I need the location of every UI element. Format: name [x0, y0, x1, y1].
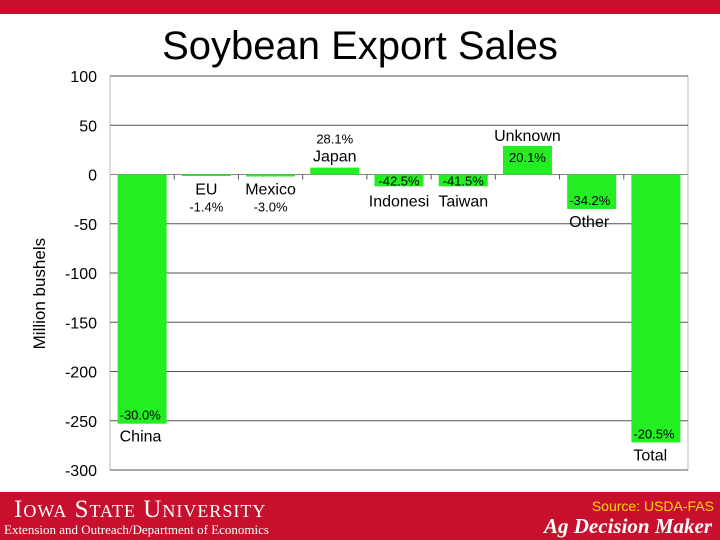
y-tick-label: -200	[65, 365, 97, 382]
category-label: Indonesi	[369, 193, 430, 210]
y-tick-label: -100	[65, 266, 97, 283]
source-note: Source: USDA-FAS	[591, 498, 714, 514]
y-tick-label: -300	[65, 463, 97, 480]
bar-mexico	[246, 174, 296, 177]
bar-eu	[181, 174, 231, 176]
top-accent-bar	[0, 0, 720, 14]
y-tick-label: 0	[88, 168, 97, 185]
bar-china	[117, 174, 167, 424]
university-logo: Iowa State University	[14, 496, 267, 523]
data-label: -34.2%	[569, 193, 611, 208]
category-label: Unknown	[494, 128, 561, 145]
data-label: -42.5%	[378, 173, 420, 188]
brand-logo: Ag Decision Maker	[544, 514, 712, 538]
bar-unknown	[502, 145, 552, 175]
data-label: -30.0%	[120, 408, 162, 423]
y-tick-label: -50	[74, 217, 97, 234]
category-label: EU	[195, 182, 217, 199]
category-label: Other	[569, 214, 610, 231]
bar-other	[567, 174, 617, 209]
category-label: Japan	[313, 149, 357, 166]
footer-bar: Iowa State University Extension and Outr…	[0, 492, 720, 540]
category-label: Total	[633, 447, 667, 464]
y-tick-label: 100	[70, 69, 97, 86]
data-label: -20.5%	[633, 426, 675, 441]
category-label: Mexico	[245, 182, 296, 199]
y-tick-label: -250	[65, 414, 97, 431]
y-tick-label: 50	[79, 118, 97, 135]
bar-chart: 100 50 0 -50 -100 -150 -200 -250 -300 Million bus…	[30, 69, 689, 480]
bar-taiwan	[438, 174, 488, 187]
data-label: 28.1%	[316, 132, 353, 147]
category-label: Taiwan	[438, 193, 488, 210]
data-label: 20.1%	[509, 150, 546, 165]
extension-text: Extension and Outreach/Department of Eco…	[4, 522, 269, 537]
bar-total	[631, 174, 681, 443]
y-tick-label: -150	[65, 315, 97, 332]
data-label: -1.4%	[189, 200, 223, 215]
category-label: China	[120, 429, 162, 446]
data-label: -41.5%	[443, 173, 485, 188]
data-label: -3.0%	[254, 200, 288, 215]
y-axis-label: Million bushels	[30, 238, 49, 350]
page-title: Soybean Export Sales	[162, 24, 558, 68]
bar-japan	[310, 167, 360, 175]
bar-indonesia	[374, 174, 424, 187]
